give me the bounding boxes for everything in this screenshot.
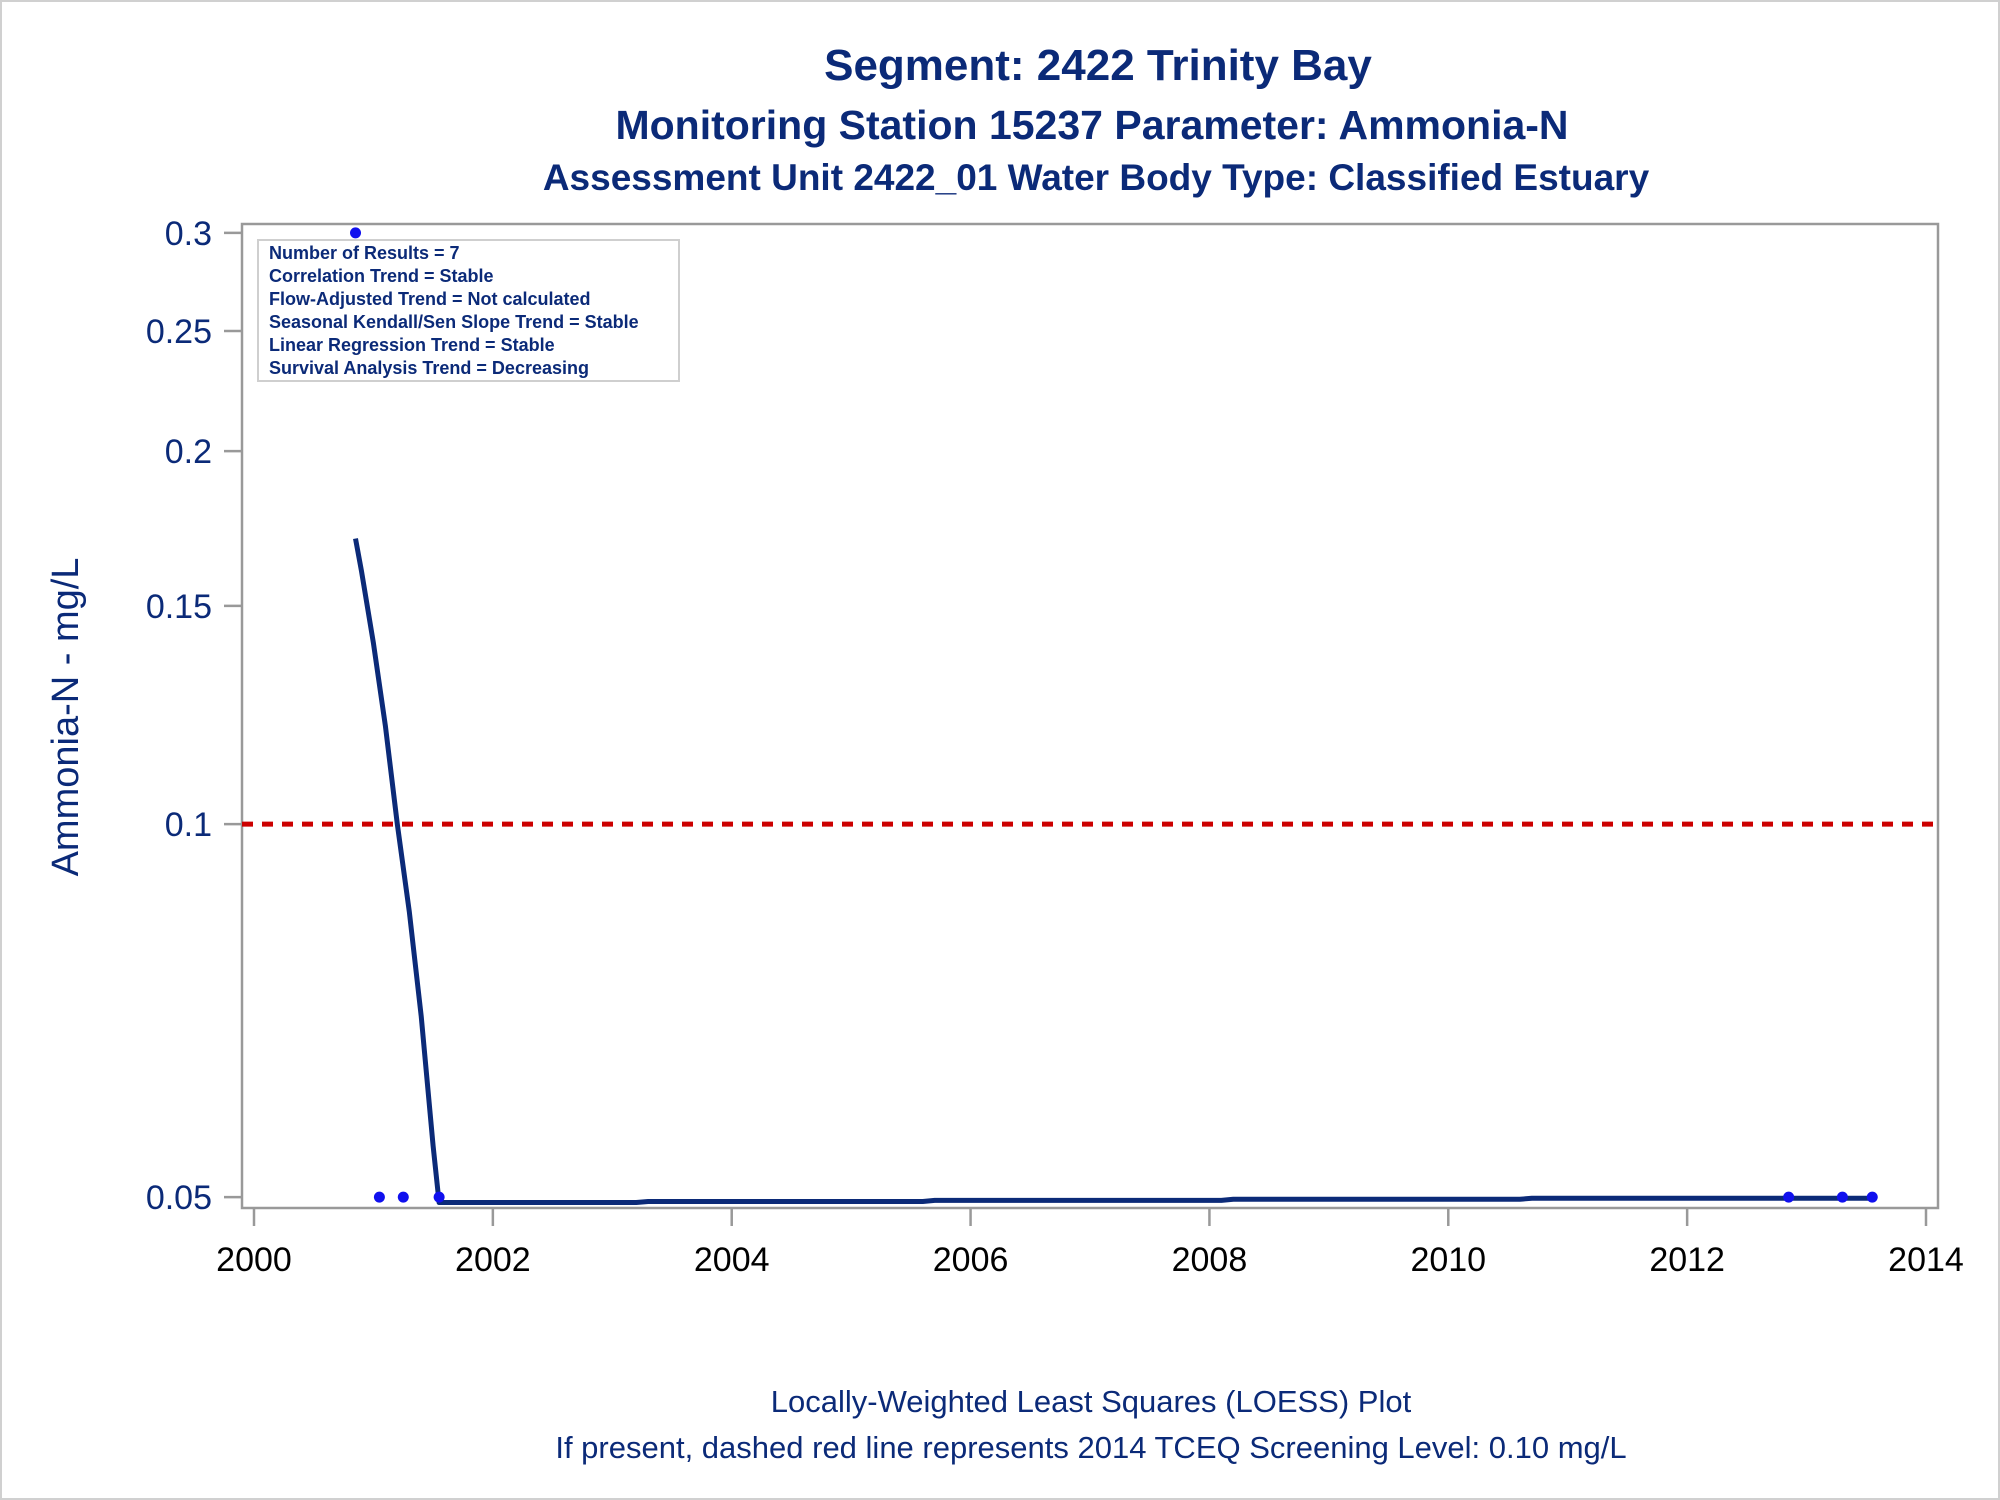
y-axis: 0.05 0.1 0.15 0.2 0.25 0.3 (146, 215, 242, 1217)
x-tick-label: 2000 (216, 1241, 292, 1279)
y-tick-label: 0.25 (146, 313, 212, 351)
stats-inset-box (257, 239, 680, 382)
plot-area (240, 222, 1940, 1210)
chart-subtitle-unit: Assessment Unit 2422_01 Water Body Type:… (543, 157, 1650, 198)
inset-line-linear-regression: Linear Regression Trend = Stable (269, 335, 555, 355)
inset-line-survival-analysis: Survival Analysis Trend = Decreasing (269, 358, 589, 378)
footnote-loess: Locally-Weighted Least Squares (LOESS) P… (771, 1384, 1412, 1419)
x-axis: 2000 2002 2004 2006 2008 2010 2012 2014 (216, 1208, 1964, 1279)
footnote-screening: If present, dashed red line represents 2… (555, 1430, 1626, 1465)
data-point (1783, 1191, 1795, 1203)
inset-line-correlation: Correlation Trend = Stable (269, 266, 494, 286)
x-tick-label: 2002 (455, 1241, 531, 1279)
y-tick-label: 0.15 (146, 588, 212, 626)
inset-line-results: Number of Results = 7 (269, 243, 460, 263)
x-tick-label: 2008 (1172, 1241, 1248, 1279)
y-tick-label: 0.1 (165, 806, 212, 844)
series-layer (350, 227, 1878, 1205)
inset-line-seasonal-kendall: Seasonal Kendall/Sen Slope Trend = Stabl… (269, 312, 639, 332)
data-point (1866, 1191, 1878, 1203)
loess-line (353, 538, 1873, 1205)
data-point (397, 1191, 409, 1203)
y-tick-label: 0.3 (165, 215, 212, 253)
inset-line-flow-adjusted: Flow-Adjusted Trend = Not calculated (269, 289, 591, 309)
data-point (350, 227, 362, 239)
x-tick-label: 2014 (1888, 1241, 1964, 1279)
data-point (433, 1191, 445, 1203)
y-tick-label: 0.2 (165, 433, 212, 471)
x-tick-label: 2010 (1410, 1241, 1486, 1279)
y-tick-label: 0.05 (146, 1179, 212, 1217)
x-tick-label: 2006 (933, 1241, 1009, 1279)
data-point (1836, 1191, 1848, 1203)
x-tick-label: 2012 (1649, 1241, 1725, 1279)
x-tick-label: 2004 (694, 1241, 770, 1279)
chart-subtitle-station: Monitoring Station 15237 Parameter: Ammo… (615, 102, 1568, 148)
y-axis-label: Ammonia-N - mg/L (45, 558, 87, 877)
chart-title: Segment: 2422 Trinity Bay (824, 41, 1372, 90)
stats-inset: Number of Results = 7 Correlation Trend … (257, 239, 680, 382)
data-point (373, 1191, 385, 1203)
